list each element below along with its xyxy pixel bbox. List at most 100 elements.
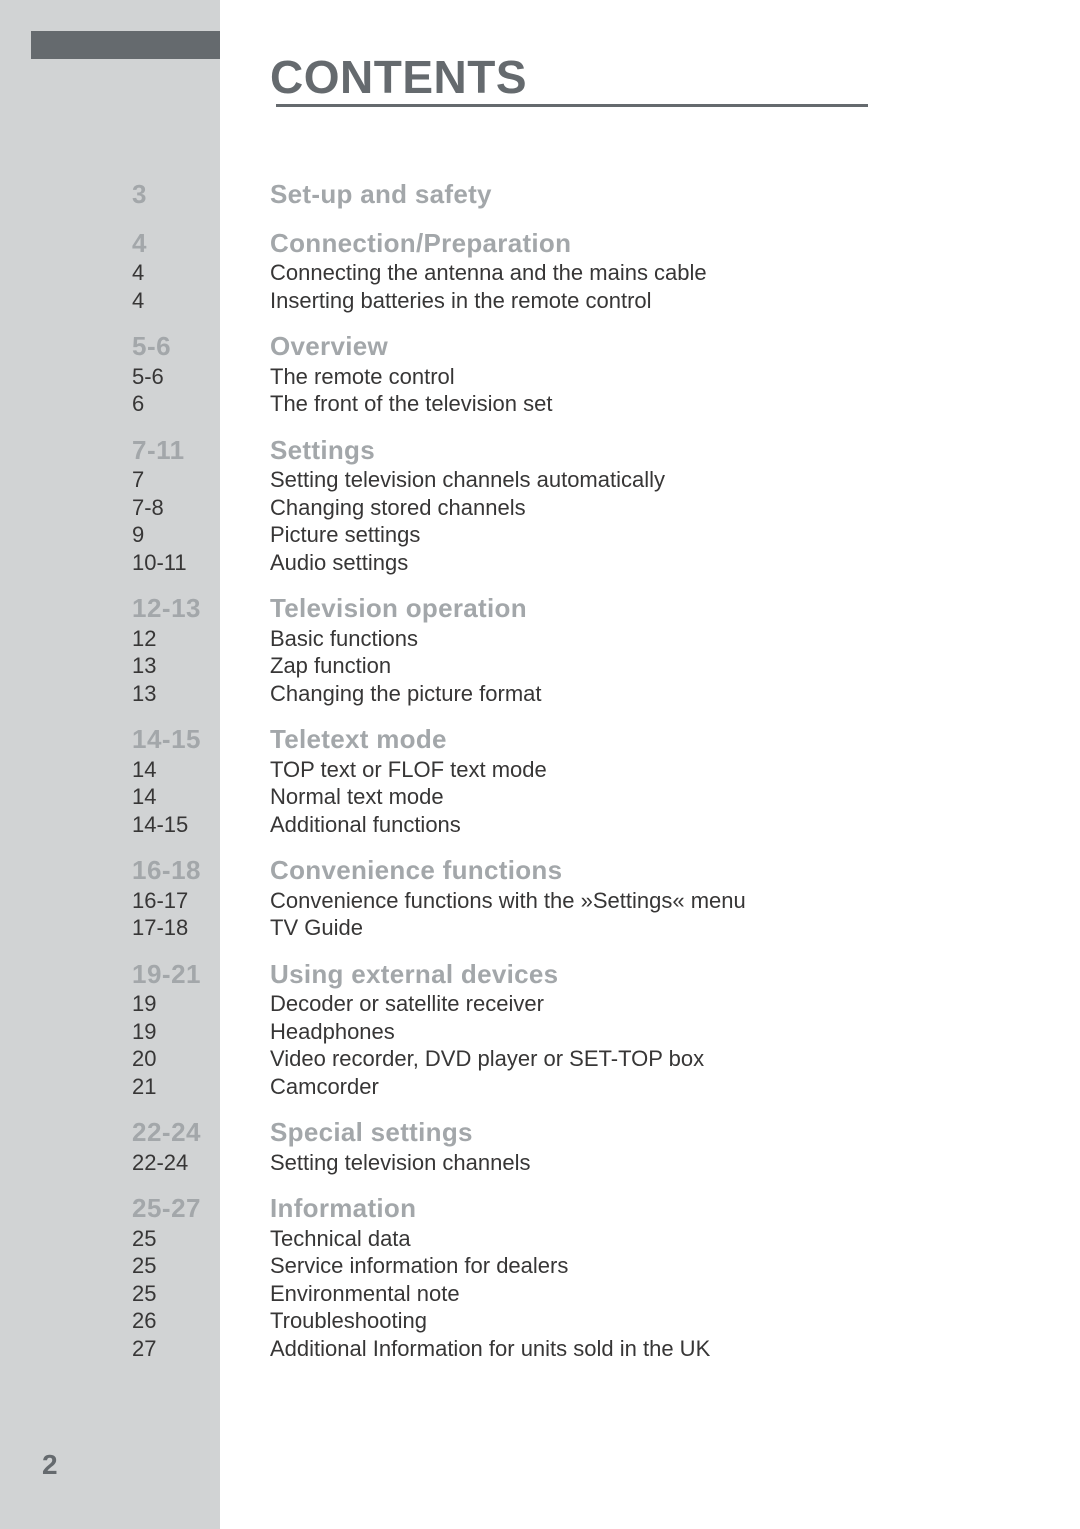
toc-item-page: 25 bbox=[132, 1225, 270, 1253]
toc-item-label: The front of the television set bbox=[270, 390, 1052, 418]
content-area: CONTENTS 3Set-up and safety 4Connection/P… bbox=[132, 50, 1052, 1378]
toc-item-label: Environmental note bbox=[270, 1280, 1052, 1308]
toc-section: 22-24Special settings22-24Setting televi… bbox=[132, 1116, 1052, 1176]
toc-item: 9Picture settings bbox=[132, 521, 1052, 549]
toc-section-head: 12-13Television operation bbox=[132, 592, 1052, 625]
toc-item-label: Additional functions bbox=[270, 811, 1052, 839]
toc-item-page: 20 bbox=[132, 1045, 270, 1073]
toc-section-head: 14-15Teletext mode bbox=[132, 723, 1052, 756]
toc-section-head: 19-21Using external devices bbox=[132, 958, 1052, 991]
toc-item-page: 27 bbox=[132, 1335, 270, 1363]
toc-item: 27Additional Information for units sold … bbox=[132, 1335, 1052, 1363]
toc-item: 4Inserting batteries in the remote contr… bbox=[132, 287, 1052, 315]
toc-item-page: 4 bbox=[132, 287, 270, 315]
toc-section: 5-6Overview5-6The remote control6The fro… bbox=[132, 330, 1052, 418]
toc-section: 16-18Convenience functions16-17Convenien… bbox=[132, 854, 1052, 942]
toc-item: 16-17Convenience functions with the »Set… bbox=[132, 887, 1052, 915]
toc-item-label: Troubleshooting bbox=[270, 1307, 1052, 1335]
toc-item: 7-8Changing stored channels bbox=[132, 494, 1052, 522]
toc-section: 3Set-up and safety bbox=[132, 178, 1052, 211]
toc-item-label: Decoder or satellite receiver bbox=[270, 990, 1052, 1018]
toc-item-label: TV Guide bbox=[270, 914, 1052, 942]
toc-item: 20Video recorder, DVD player or SET-TOP … bbox=[132, 1045, 1052, 1073]
toc-item-page: 14 bbox=[132, 783, 270, 811]
toc-item-page: 9 bbox=[132, 521, 270, 549]
toc-section: 19-21Using external devices19Decoder or … bbox=[132, 958, 1052, 1101]
toc-item-page: 5-6 bbox=[132, 363, 270, 391]
toc-item-page: 14-15 bbox=[132, 811, 270, 839]
toc-item-page: 21 bbox=[132, 1073, 270, 1101]
toc-item-page: 7-8 bbox=[132, 494, 270, 522]
toc-item-label: Normal text mode bbox=[270, 783, 1052, 811]
toc-item-page: 4 bbox=[132, 259, 270, 287]
toc-item-page: 16-17 bbox=[132, 887, 270, 915]
toc-item-label: Picture settings bbox=[270, 521, 1052, 549]
toc-item: 26Troubleshooting bbox=[132, 1307, 1052, 1335]
toc-item: 19Headphones bbox=[132, 1018, 1052, 1046]
toc-head-title: Special settings bbox=[270, 1116, 1052, 1149]
toc-head-title: Information bbox=[270, 1192, 1052, 1225]
toc-section-head: 7-11Settings bbox=[132, 434, 1052, 467]
toc-item: 13Changing the picture format bbox=[132, 680, 1052, 708]
toc-head-title: Convenience functions bbox=[270, 854, 1052, 887]
toc-item-page: 13 bbox=[132, 652, 270, 680]
toc-item: 12Basic functions bbox=[132, 625, 1052, 653]
page-number: 2 bbox=[42, 1449, 58, 1481]
toc-item: 17-18TV Guide bbox=[132, 914, 1052, 942]
toc-item-page: 7 bbox=[132, 466, 270, 494]
toc-item: 14Normal text mode bbox=[132, 783, 1052, 811]
toc-item-page: 19 bbox=[132, 990, 270, 1018]
page-title: CONTENTS bbox=[270, 50, 527, 104]
toc-item-label: Additional Information for units sold in… bbox=[270, 1335, 1052, 1363]
title-rule bbox=[276, 104, 868, 107]
toc-item-label: Setting television channels bbox=[270, 1149, 1052, 1177]
page: CONTENTS 3Set-up and safety 4Connection/P… bbox=[0, 0, 1080, 1529]
toc-item-label: The remote control bbox=[270, 363, 1052, 391]
toc-item: 10-11Audio settings bbox=[132, 549, 1052, 577]
toc-head-title: Teletext mode bbox=[270, 723, 1052, 756]
toc-item-label: Video recorder, DVD player or SET-TOP bo… bbox=[270, 1045, 1052, 1073]
toc-head-title: Overview bbox=[270, 330, 1052, 363]
toc-item-page: 13 bbox=[132, 680, 270, 708]
toc-item: 7Setting television channels automatical… bbox=[132, 466, 1052, 494]
toc-item: 4Connecting the antenna and the mains ca… bbox=[132, 259, 1052, 287]
toc-head-page: 22-24 bbox=[132, 1116, 270, 1149]
toc-head-page: 14-15 bbox=[132, 723, 270, 756]
toc-item-label: Service information for dealers bbox=[270, 1252, 1052, 1280]
toc-head-title: Using external devices bbox=[270, 958, 1052, 991]
toc-head-page: 16-18 bbox=[132, 854, 270, 887]
toc-item: 14-15Additional functions bbox=[132, 811, 1052, 839]
toc-item-label: Headphones bbox=[270, 1018, 1052, 1046]
toc-section: 7-11Settings7Setting television channels… bbox=[132, 434, 1052, 577]
toc-item-label: Basic functions bbox=[270, 625, 1052, 653]
toc-item-label: Changing stored channels bbox=[270, 494, 1052, 522]
toc-head-page: 19-21 bbox=[132, 958, 270, 991]
toc-item-label: Technical data bbox=[270, 1225, 1052, 1253]
toc-item-page: 14 bbox=[132, 756, 270, 784]
table-of-contents: 3Set-up and safety 4Connection/Preparatio… bbox=[132, 178, 1052, 1362]
toc-section-head: 3Set-up and safety bbox=[132, 178, 1052, 211]
toc-item: 21Camcorder bbox=[132, 1073, 1052, 1101]
toc-head-page: 4 bbox=[132, 227, 270, 260]
toc-item-label: Changing the picture format bbox=[270, 680, 1052, 708]
toc-item: 25Service information for dealers bbox=[132, 1252, 1052, 1280]
toc-item-page: 6 bbox=[132, 390, 270, 418]
toc-head-title: Settings bbox=[270, 434, 1052, 467]
toc-item: 25Environmental note bbox=[132, 1280, 1052, 1308]
toc-item-page: 26 bbox=[132, 1307, 270, 1335]
toc-item: 14TOP text or FLOF text mode bbox=[132, 756, 1052, 784]
toc-item-label: Zap function bbox=[270, 652, 1052, 680]
toc-head-page: 25-27 bbox=[132, 1192, 270, 1225]
toc-section: 14-15Teletext mode14TOP text or FLOF tex… bbox=[132, 723, 1052, 838]
toc-item-page: 19 bbox=[132, 1018, 270, 1046]
toc-item-page: 17-18 bbox=[132, 914, 270, 942]
toc-item-label: Connecting the antenna and the mains cab… bbox=[270, 259, 1052, 287]
toc-item-page: 25 bbox=[132, 1280, 270, 1308]
toc-head-page: 3 bbox=[132, 178, 270, 211]
toc-section: 4Connection/Preparation4Connecting the a… bbox=[132, 227, 1052, 315]
toc-head-page: 12-13 bbox=[132, 592, 270, 625]
toc-section-head: 5-6Overview bbox=[132, 330, 1052, 363]
toc-item-label: Inserting batteries in the remote contro… bbox=[270, 287, 1052, 315]
toc-item-label: TOP text or FLOF text mode bbox=[270, 756, 1052, 784]
toc-item-page: 12 bbox=[132, 625, 270, 653]
